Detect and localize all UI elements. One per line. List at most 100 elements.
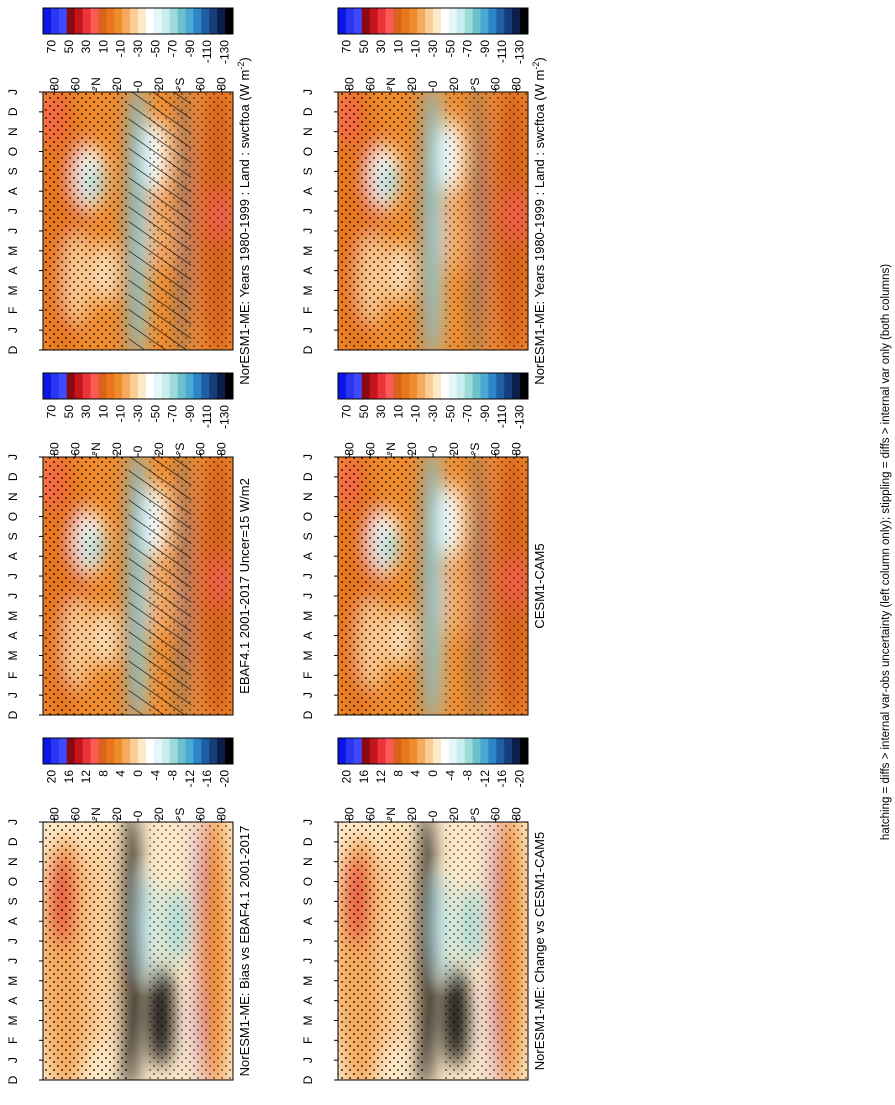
- x-tick-label: M: [301, 285, 315, 295]
- colorbar-cell: [161, 373, 171, 399]
- colorbar-cell: [43, 8, 52, 34]
- colorbar-cell: [520, 8, 529, 34]
- colorbar-cell: [193, 738, 202, 764]
- colorbar-cell: [401, 8, 410, 34]
- colorbar-cell: [440, 8, 450, 34]
- colorbar-cell: [169, 373, 179, 399]
- x-tick-label: O: [6, 147, 20, 156]
- y-tick-label: °N: [384, 77, 398, 90]
- colorbar-cell: [385, 373, 394, 399]
- x-tick-label: N: [301, 857, 315, 866]
- heatmap-field: [338, 822, 528, 1080]
- y-tick-label: 80: [510, 442, 524, 456]
- colorbar-label: 0: [131, 770, 145, 777]
- colorbar-label: 50: [62, 405, 76, 419]
- x-tick-label: D: [6, 710, 20, 719]
- x-tick-label: N: [301, 127, 315, 136]
- x-tick-label: N: [6, 492, 20, 501]
- colorbar-cell: [217, 373, 226, 399]
- colorbar-cell: [58, 738, 68, 764]
- colorbar-cell: [425, 738, 434, 764]
- colorbar-label: -20: [512, 770, 526, 788]
- x-tick-label: M: [301, 611, 315, 621]
- panel-right-middle: 80 60 °N 20 0 20 °S 60 80 D J F M A M J J A S O N D J CESM1-CAM…: [301, 372, 547, 719]
- colorbar-label: -10: [114, 40, 128, 58]
- x-tick-label: J: [301, 454, 315, 460]
- colorbar-label: -130: [512, 40, 526, 64]
- colorbar-label: -10: [114, 405, 128, 423]
- stippling: [43, 92, 129, 350]
- panel-right-top: 80 60 °N 20 0 20 °S 60 80 D J F M A M J J A S O N D J NorESM1-M…: [301, 7, 547, 385]
- x-tick-label: M: [301, 1015, 315, 1025]
- colorbar-cell: [153, 373, 163, 399]
- hatching: [128, 92, 192, 350]
- colorbar-cell: [504, 738, 513, 764]
- colorbar-label: -110: [495, 405, 509, 428]
- y-tick-label: 20: [152, 807, 166, 821]
- stippling: [444, 92, 528, 350]
- x-tick-label: O: [6, 512, 20, 521]
- x-tick-label: A: [6, 187, 20, 195]
- y-tick-label: 60: [363, 442, 377, 456]
- colorbar-frame: [42, 737, 234, 765]
- colorbar-cell: [512, 738, 521, 764]
- x-tick-label: A: [6, 632, 20, 640]
- colorbar-cell: [512, 373, 521, 399]
- colorbar-cell: [472, 8, 481, 34]
- x-tick-label: D: [301, 345, 315, 354]
- colorbar-label: -30: [131, 405, 145, 423]
- field-region: [431, 457, 443, 715]
- y-tick-label: 60: [194, 77, 208, 91]
- y-tick-label: °N: [89, 77, 103, 90]
- colorbar-cell: [385, 8, 394, 34]
- colorbar-label: -70: [166, 40, 180, 58]
- colorbar-cell: [338, 738, 347, 764]
- y-tick-label: 60: [363, 77, 377, 91]
- colorbar-cell: [217, 8, 226, 34]
- x-tick-label: F: [6, 672, 20, 679]
- x-tick-label: D: [301, 472, 315, 481]
- y-tick-label: °S: [468, 808, 482, 821]
- colorbar-label: -50: [148, 405, 162, 423]
- colorbar-cell: [472, 738, 481, 764]
- panel-title: NorESM1-ME: Years 1980-1999 : Land : swc…: [236, 57, 252, 384]
- colorbar-cell: [169, 738, 179, 764]
- colorbar-label: 20: [340, 770, 354, 784]
- colorbar-cell: [114, 738, 123, 764]
- panel-title: NorESM1-ME: Change vs CESM1-CAM5: [532, 832, 547, 1070]
- colorbar-label: 20: [45, 770, 59, 784]
- y-tick-label: 60: [68, 77, 82, 91]
- x-tick-label: F: [301, 1037, 315, 1044]
- colorbar-cell: [209, 738, 218, 764]
- colorbar-label: -110: [495, 40, 509, 63]
- colorbar-cell: [201, 738, 210, 764]
- colorbar-label: -50: [443, 40, 457, 58]
- x-tick-label: O: [6, 877, 20, 886]
- colorbar-label: -70: [461, 40, 475, 58]
- colorbar-cell: [217, 738, 226, 764]
- y-tick-label: 80: [510, 807, 524, 821]
- colorbar-label: -130: [512, 405, 526, 429]
- colorbar-label: -30: [131, 40, 145, 58]
- colorbar-cell: [488, 8, 497, 34]
- colorbar-frame: [337, 737, 529, 765]
- colorbar-cell: [50, 8, 60, 34]
- y-tick-label: 20: [152, 442, 166, 456]
- colorbar-cell: [464, 8, 474, 34]
- colorbar-cell: [145, 738, 155, 764]
- colorbar-cell: [58, 8, 68, 34]
- x-tick-label: A: [6, 267, 20, 275]
- x-tick-label: M: [301, 246, 315, 256]
- footer-note: hatching = diffs > internal var-obs unce…: [880, 264, 892, 840]
- x-tick-label: A: [6, 917, 20, 925]
- x-tick-label: J: [301, 208, 315, 214]
- x-tick-label: J: [6, 692, 20, 698]
- colorbar-cell: [66, 738, 76, 764]
- colorbar-cell: [448, 8, 458, 34]
- colorbar-label: 70: [340, 40, 354, 54]
- colorbar-cell: [496, 738, 505, 764]
- hatching: [128, 457, 192, 715]
- colorbar-cell: [464, 373, 474, 399]
- colorbar-cell: [417, 8, 426, 34]
- stippling: [149, 822, 233, 1080]
